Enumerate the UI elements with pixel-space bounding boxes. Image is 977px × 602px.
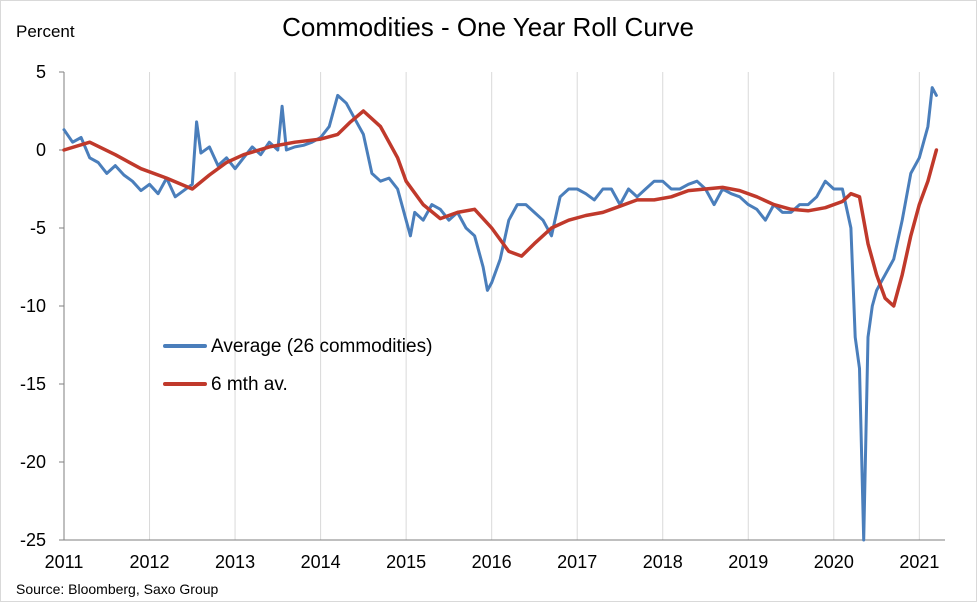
x-tick-label: 2016 — [472, 552, 512, 572]
x-tick-label: 2021 — [899, 552, 939, 572]
series-line-average — [62, 86, 938, 542]
axes: 2011 2012 2013 2014 2015 2016 2017 2018 2019 2020… — [20, 62, 945, 572]
legend-label: Average (26 commodities) — [211, 336, 432, 357]
source-note: Source: Bloomberg, Saxo Group — [16, 581, 219, 597]
x-tick-label: 2015 — [386, 552, 426, 572]
x-tick-label: 2020 — [814, 552, 854, 572]
x-tick-label: 2011 — [45, 552, 84, 572]
y-tick-label: -10 — [20, 296, 46, 316]
chart-title: Commodities - One Year Roll Curve — [282, 12, 694, 42]
y-tick-label: -5 — [30, 218, 46, 238]
y-tick-label: -25 — [20, 530, 46, 550]
series-line-6mth-av — [62, 109, 939, 308]
x-tick-label: 2014 — [301, 552, 341, 572]
y-tick-label: -15 — [20, 374, 46, 394]
y-tick-label: -20 — [20, 452, 46, 472]
grid-lines — [63, 72, 920, 540]
x-tick-label: 2013 — [215, 552, 255, 572]
x-tick-label: 2017 — [557, 552, 597, 572]
y-tick-label: 5 — [36, 62, 46, 82]
series-lines — [62, 86, 939, 542]
y-tick-label: 0 — [36, 140, 46, 160]
legend: Average (26 commodities) 6 mth av. — [163, 336, 432, 395]
x-tick-label: 2012 — [130, 552, 170, 572]
x-tick-label: 2019 — [728, 552, 768, 572]
x-tick-label: 2018 — [643, 552, 683, 572]
y-axis-label: Percent — [16, 22, 75, 41]
legend-label: 6 mth av. — [211, 374, 288, 395]
